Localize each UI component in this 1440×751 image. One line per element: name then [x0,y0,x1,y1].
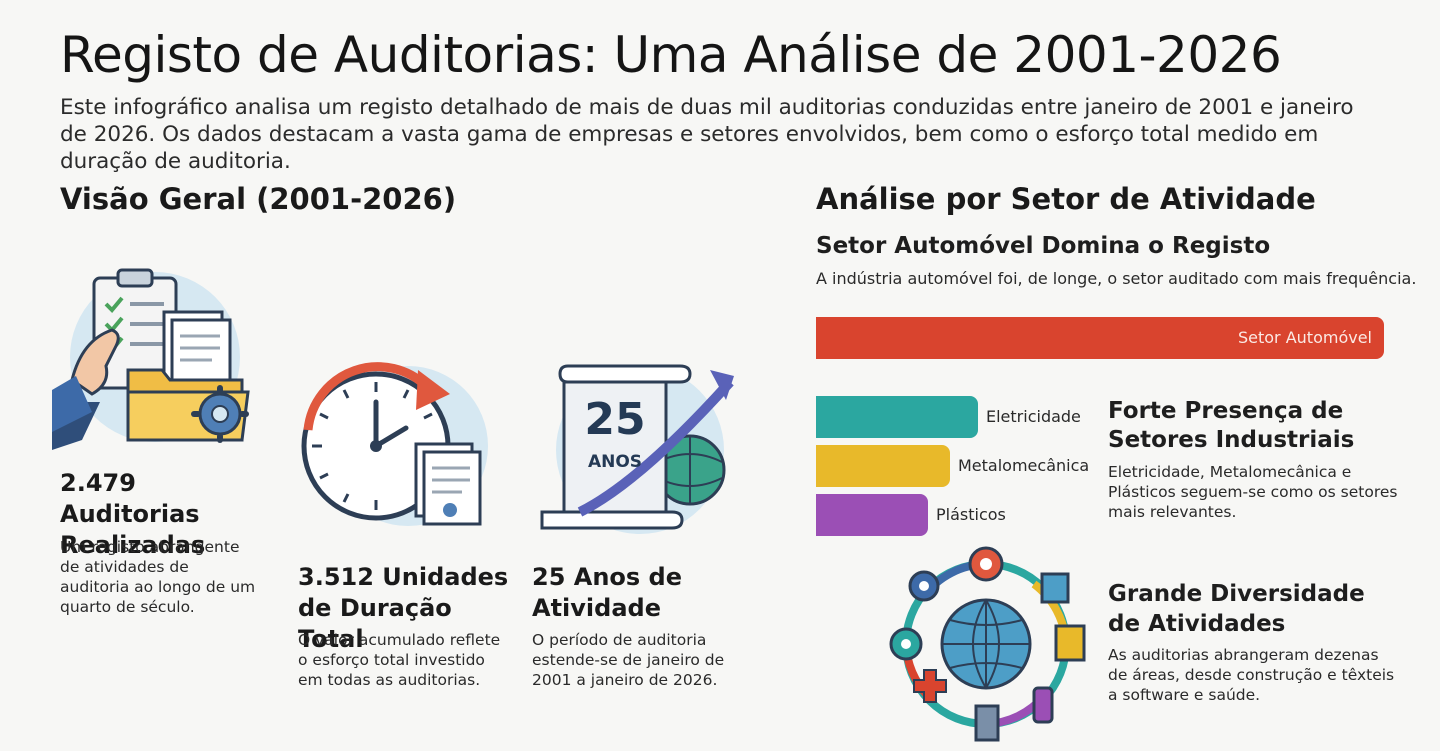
stat-duration-title: 3.512 Unidades de Duração Total [298,563,509,653]
auto-sector-title: Setor Automóvel Domina o Registo [816,233,1271,259]
bar-plasticos [816,494,928,536]
intro-text: Este infográfico analisa um registo deta… [60,95,1354,174]
stat-audits-desc: Um registo abrangente de atividades de a… [60,538,256,616]
bar-eletricidade [816,396,978,438]
auto-sector-desc: A indústria automóvel foi, de longe, o s… [816,269,1417,288]
stat-duration-desc: O valor acumulado reflete o esforço tota… [298,631,501,689]
bar-automovel-label: Setor Automóvel [1237,328,1372,347]
diversity-desc: As auditorias abrangeram dezenas de área… [1108,646,1395,704]
diversity-globe-icon [889,546,1086,742]
diversity-title: Grande Diversidade de Atividades [1108,581,1365,637]
stat-years-title: 25 Anos de Atividade [532,563,682,622]
calendar-number: 25 [584,394,646,445]
stat-audits-title: 2.479 Auditorias Realizadas [60,469,206,559]
industrial-desc: Eletricidade, Metalomecânica e Plásticos… [1108,463,1398,521]
clock-icon [301,362,488,526]
page-title: Registo de Auditorias: Uma Análise de 20… [60,26,1282,84]
bar-automovel: Setor Automóvel [816,317,1384,359]
calendar-word: ANOS [587,452,643,472]
bar-eletricidade-label: Eletricidade [986,407,1081,426]
stat-years-desc: O período de auditoria estende-se de jan… [532,631,725,689]
bar-metalomecanica-label: Metalomecânica [958,456,1090,475]
bar-metalomecanica [816,445,950,487]
overview-heading: Visão Geral (2001-2026) [60,182,457,216]
calendar-25-icon: 25 ANOS [540,362,740,542]
industrial-title: Forte Presença de Setores Industriais [1108,398,1355,453]
sectors-heading: Análise por Setor de Atividade [816,182,1316,216]
clipboard-folder-icon [52,268,250,450]
bar-plasticos-label: Plásticos [936,505,1006,524]
